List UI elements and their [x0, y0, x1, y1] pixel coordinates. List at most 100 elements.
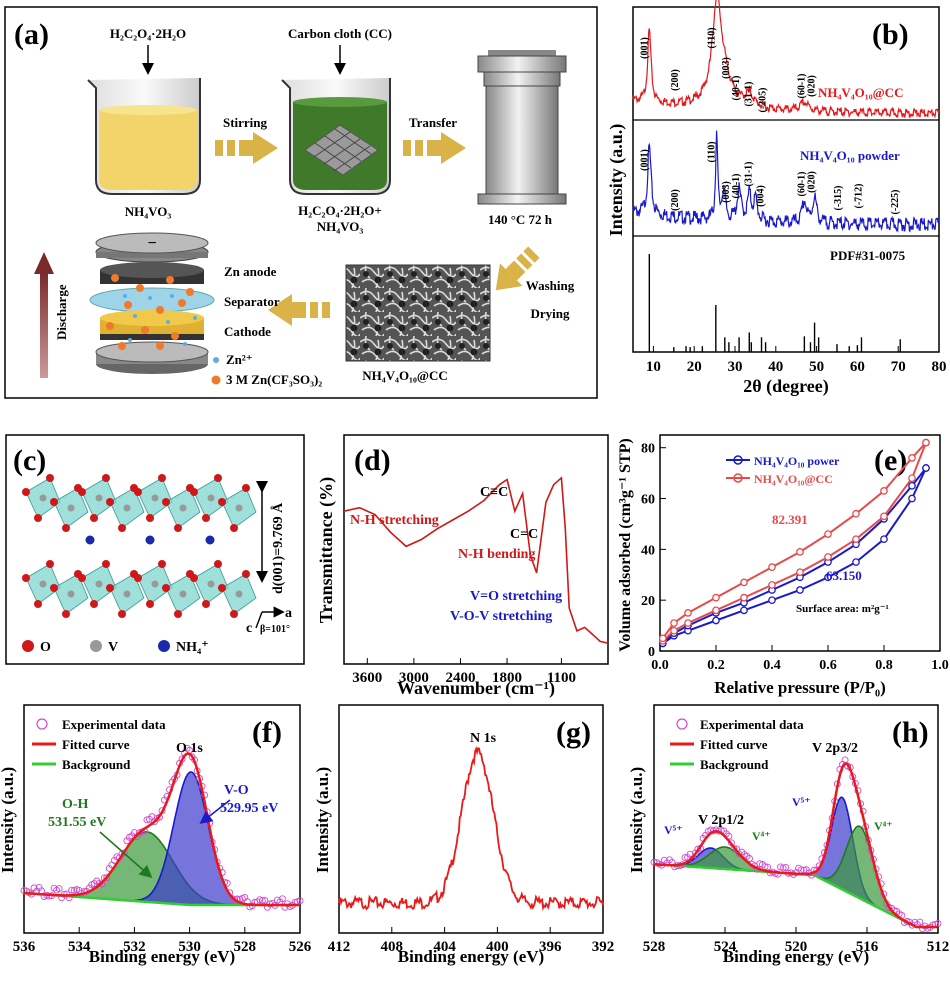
- isotherm-plot: [658, 438, 930, 648]
- vo-energy: 529.95 eV: [220, 801, 278, 816]
- xps-tick-label: 532: [123, 939, 146, 955]
- isotherm-point: [922, 438, 930, 447]
- oxygen-atom: [78, 574, 86, 582]
- xps-tick-label: 520: [785, 939, 808, 955]
- discharge-arrow: [34, 252, 54, 378]
- peak-label-cc: (020): [807, 75, 818, 97]
- peak-label-powder: (40-1): [731, 174, 742, 199]
- xps-tick-label: 516: [856, 939, 879, 955]
- ann-nh-bend: N-H bending: [458, 547, 535, 562]
- xps-tick-label: 530: [178, 939, 201, 955]
- oxygen-atom: [218, 498, 226, 506]
- peak-label-powder: (31-1): [743, 162, 754, 187]
- product-label: NH₄V₄O₁₀@CC: [362, 368, 447, 383]
- vanadium-atom: [95, 494, 103, 502]
- panel-e: (e) 0.0 0.2 0.4 0.6 0.8 1.0 0 20 40 60 80 Relative…: [617, 434, 949, 697]
- oxygen-atom: [22, 574, 30, 582]
- ftir-series: [343, 476, 609, 644]
- isotherm-point: [852, 509, 860, 518]
- ftir-tick-label: 1100: [547, 670, 576, 686]
- arrow-stirring: [215, 132, 278, 164]
- vo-component: [23, 771, 300, 906]
- oxygen-atom: [50, 498, 58, 506]
- xps-tick-label: 524: [714, 939, 737, 955]
- v2p-ticks: 528 524 520 516 512: [643, 927, 949, 955]
- isotherm-xtick-label: 1.0: [931, 658, 949, 673]
- ann-vov: V-O-V stretching: [450, 609, 552, 624]
- vanadium-atom: [235, 590, 243, 598]
- oxygen-atom: [230, 524, 238, 532]
- oxygen-atom: [102, 474, 110, 482]
- oxygen-atom: [158, 474, 166, 482]
- ann-ccc: C≡C: [480, 485, 508, 500]
- legend-exp-h: Experimental data: [700, 717, 804, 732]
- panel-g-label: (g): [556, 716, 591, 749]
- transfer-label: Transfer: [409, 115, 457, 130]
- value-power: 63.150: [826, 568, 862, 583]
- panel-d: (d) 3600 3000 2400 1800 1100 Wavenumber (cm⁻…: [316, 434, 609, 699]
- isotherm-ytick-label: 40: [641, 543, 655, 558]
- xps-data-point: [55, 885, 63, 893]
- vanadium-atom: [39, 580, 47, 588]
- xps-data-point: [143, 816, 151, 824]
- peak-label-cc: (200): [670, 69, 681, 91]
- xps-data-point: [782, 863, 790, 871]
- oxygen-atom: [202, 600, 210, 608]
- v5-label-left: V⁵⁺: [664, 823, 683, 837]
- oxygen-atom: [46, 560, 54, 568]
- isotherm-ytick-label: 20: [641, 594, 655, 609]
- panel-c: (c) d(001)=9.769 Å a c β=101° O V NH₄⁺: [5, 434, 305, 665]
- xps-data-point: [123, 837, 131, 845]
- xps-data-point: [841, 756, 849, 764]
- legend-fit-h: Fitted curve: [700, 737, 768, 752]
- panel-a-label: (a): [14, 18, 49, 51]
- peak-label-cc: (40-1): [731, 76, 742, 101]
- ftir-x-ticks: 3600 3000 2400 1800 1100: [352, 658, 576, 686]
- beta-label: β=101°: [260, 624, 290, 635]
- beaker-carbon-cloth: [281, 78, 391, 195]
- isotherm-point: [908, 494, 916, 503]
- isotherm-point: [908, 481, 916, 490]
- isotherm-point: [712, 606, 720, 615]
- isotherm-point: [684, 619, 692, 627]
- vanadium-atom: [207, 580, 215, 588]
- xps-data-point: [258, 897, 266, 904]
- zn2-label: Zn²⁺: [226, 352, 253, 367]
- drying-label: Drying: [531, 306, 571, 321]
- isotherm-point: [908, 474, 916, 483]
- oh-energy: 531.55 eV: [48, 815, 106, 830]
- n1s-xlabel: Binding energy (eV): [398, 947, 544, 966]
- oh-label: O-H: [62, 797, 89, 812]
- xrd-plot: [632, 0, 940, 352]
- oxygen-atom: [118, 610, 126, 618]
- xrd-tick-label: 50: [809, 359, 824, 375]
- isotherm-point: [712, 593, 720, 602]
- isotherm-point: [658, 634, 667, 643]
- xps-data-point: [681, 854, 689, 862]
- peak-label-cc: (110): [707, 27, 718, 48]
- oxygen-atom: [46, 474, 54, 482]
- panel-d-label: (d): [354, 444, 391, 477]
- nh4-ion: [145, 535, 155, 545]
- peak-label-powder: (200): [670, 189, 681, 211]
- autoclave: [477, 50, 567, 205]
- xrd-tick-label: 80: [932, 359, 947, 375]
- legend-cc-bet: NH₄V₄O₁₀@CC: [754, 472, 833, 486]
- isotherm-point: [768, 563, 776, 571]
- crystal-legend: O V NH₄⁺: [22, 640, 209, 655]
- vo-label: V-O: [224, 783, 249, 798]
- isotherm-point: [824, 553, 832, 561]
- peak-label-powder: (004): [756, 185, 767, 207]
- oxygen-atom: [34, 600, 42, 608]
- oxygen-atom: [218, 584, 226, 592]
- isotherm-point: [796, 568, 804, 577]
- oxygen-atom: [102, 560, 110, 568]
- isotherm-ticks: 0.0 0.2 0.4 0.6 0.8 1.0 0 20 40 60 80: [641, 442, 949, 673]
- isotherm-xtick-label: 0.2: [707, 658, 725, 673]
- vanadium-atom: [151, 580, 159, 588]
- ftir-tick-label: 3600: [352, 670, 382, 686]
- nh4-ion: [85, 535, 95, 545]
- arrow-washing: [495, 246, 540, 291]
- oxygen-atom: [90, 514, 98, 522]
- isotherm-point: [740, 578, 748, 587]
